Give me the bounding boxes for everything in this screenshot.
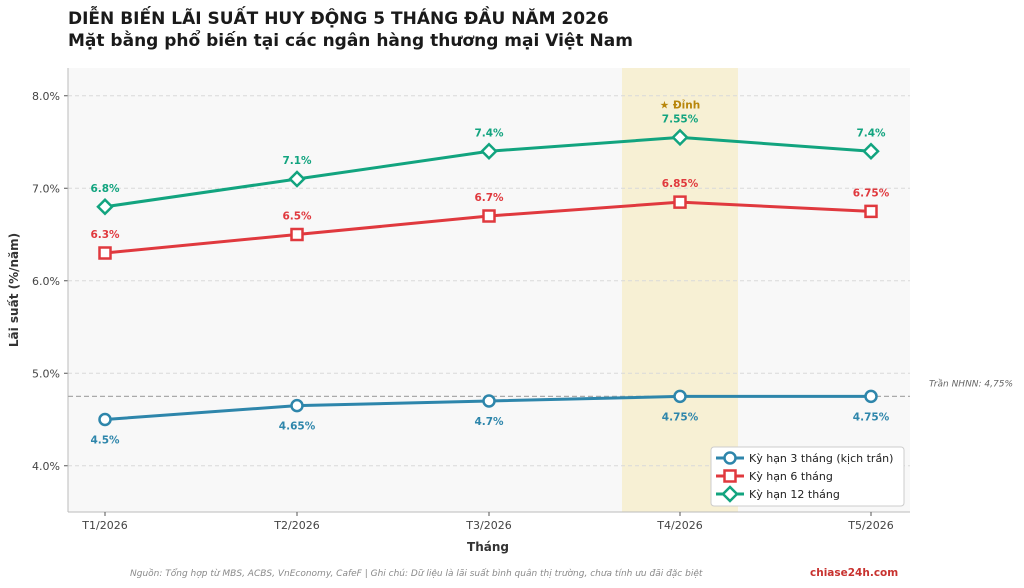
legend-entry-label: Kỳ hạn 3 tháng (kịch trần): [749, 452, 893, 465]
reference-line-label: Trần NHNN: 4,75%: [929, 378, 1013, 389]
data-point-marker: [96, 197, 114, 216]
data-point-marker: [482, 394, 496, 408]
data-point-marker: [721, 485, 739, 503]
data-label: 6.5%: [282, 211, 312, 223]
data-label: 6.75%: [853, 187, 890, 199]
data-label: 6.85%: [662, 178, 699, 190]
data-label: 6.8%: [90, 183, 120, 195]
data-point-marker: [290, 398, 304, 413]
data-label: 7.55%: [662, 113, 699, 125]
title-line-2: Mặt bằng phổ biến tại các ngân hàng thươ…: [68, 31, 633, 51]
data-point-marker: [864, 389, 878, 404]
data-point-marker: [480, 142, 498, 161]
legend-box: [710, 446, 905, 507]
data-label: 4.75%: [853, 411, 890, 423]
peak-label: ★ Đỉnh: [660, 99, 700, 111]
y-tick-label: 5.0%: [32, 367, 60, 380]
data-label: 4.7%: [474, 416, 504, 428]
data-label: 7.4%: [474, 127, 504, 139]
y-tick-label: 6.0%: [32, 275, 60, 288]
data-label: 6.3%: [90, 229, 120, 241]
x-tick-label: T4/2026: [656, 519, 702, 532]
data-label: 7.1%: [282, 155, 312, 167]
x-tick-label: T5/2026: [847, 519, 893, 532]
data-label: 4.5%: [90, 435, 120, 447]
x-axis-label: Tháng: [467, 540, 509, 554]
data-label: 4.65%: [279, 421, 316, 433]
data-point-marker: [864, 204, 878, 219]
y-tick-label: 4.0%: [32, 460, 60, 473]
data-point-marker: [671, 128, 689, 147]
legend-entry-label: Kỳ hạn 12 tháng: [749, 488, 840, 501]
y-tick-label: 7.0%: [32, 182, 60, 195]
y-tick-label: 8.0%: [32, 90, 60, 103]
data-point-marker: [862, 142, 880, 161]
x-tick-label: T3/2026: [465, 519, 511, 532]
data-point-marker: [98, 246, 112, 260]
data-label: 7.4%: [856, 127, 886, 139]
data-point-marker: [723, 451, 737, 465]
x-tick-label: T1/2026: [81, 519, 127, 532]
y-axis-label: Lãi suất (%/năm): [7, 233, 21, 347]
chart-title: DIỄN BIẾN LÃI SUẤT HUY ĐỘNG 5 THÁNG ĐẦU …: [68, 8, 633, 52]
data-label: 6.7%: [474, 192, 504, 204]
data-point-marker: [98, 412, 112, 427]
legend-entry-label: Kỳ hạn 6 tháng: [749, 470, 833, 483]
data-point-marker: [723, 469, 737, 483]
data-point-marker: [673, 195, 687, 209]
title-line-1: DIỄN BIẾN LÃI SUẤT HUY ĐỘNG 5 THÁNG ĐẦU …: [68, 9, 609, 29]
x-tick-label: T2/2026: [273, 519, 319, 532]
brand-label: chiase24h.com: [810, 567, 899, 579]
source-note: Nguồn: Tổng hợp từ MBS, ACBS, VnEconomy,…: [130, 569, 703, 579]
data-point-marker: [673, 389, 687, 404]
data-point-marker: [290, 227, 304, 242]
data-label: 4.75%: [662, 411, 699, 423]
data-point-marker: [482, 209, 496, 223]
data-point-marker: [288, 170, 306, 188]
plot-area: [68, 68, 910, 512]
